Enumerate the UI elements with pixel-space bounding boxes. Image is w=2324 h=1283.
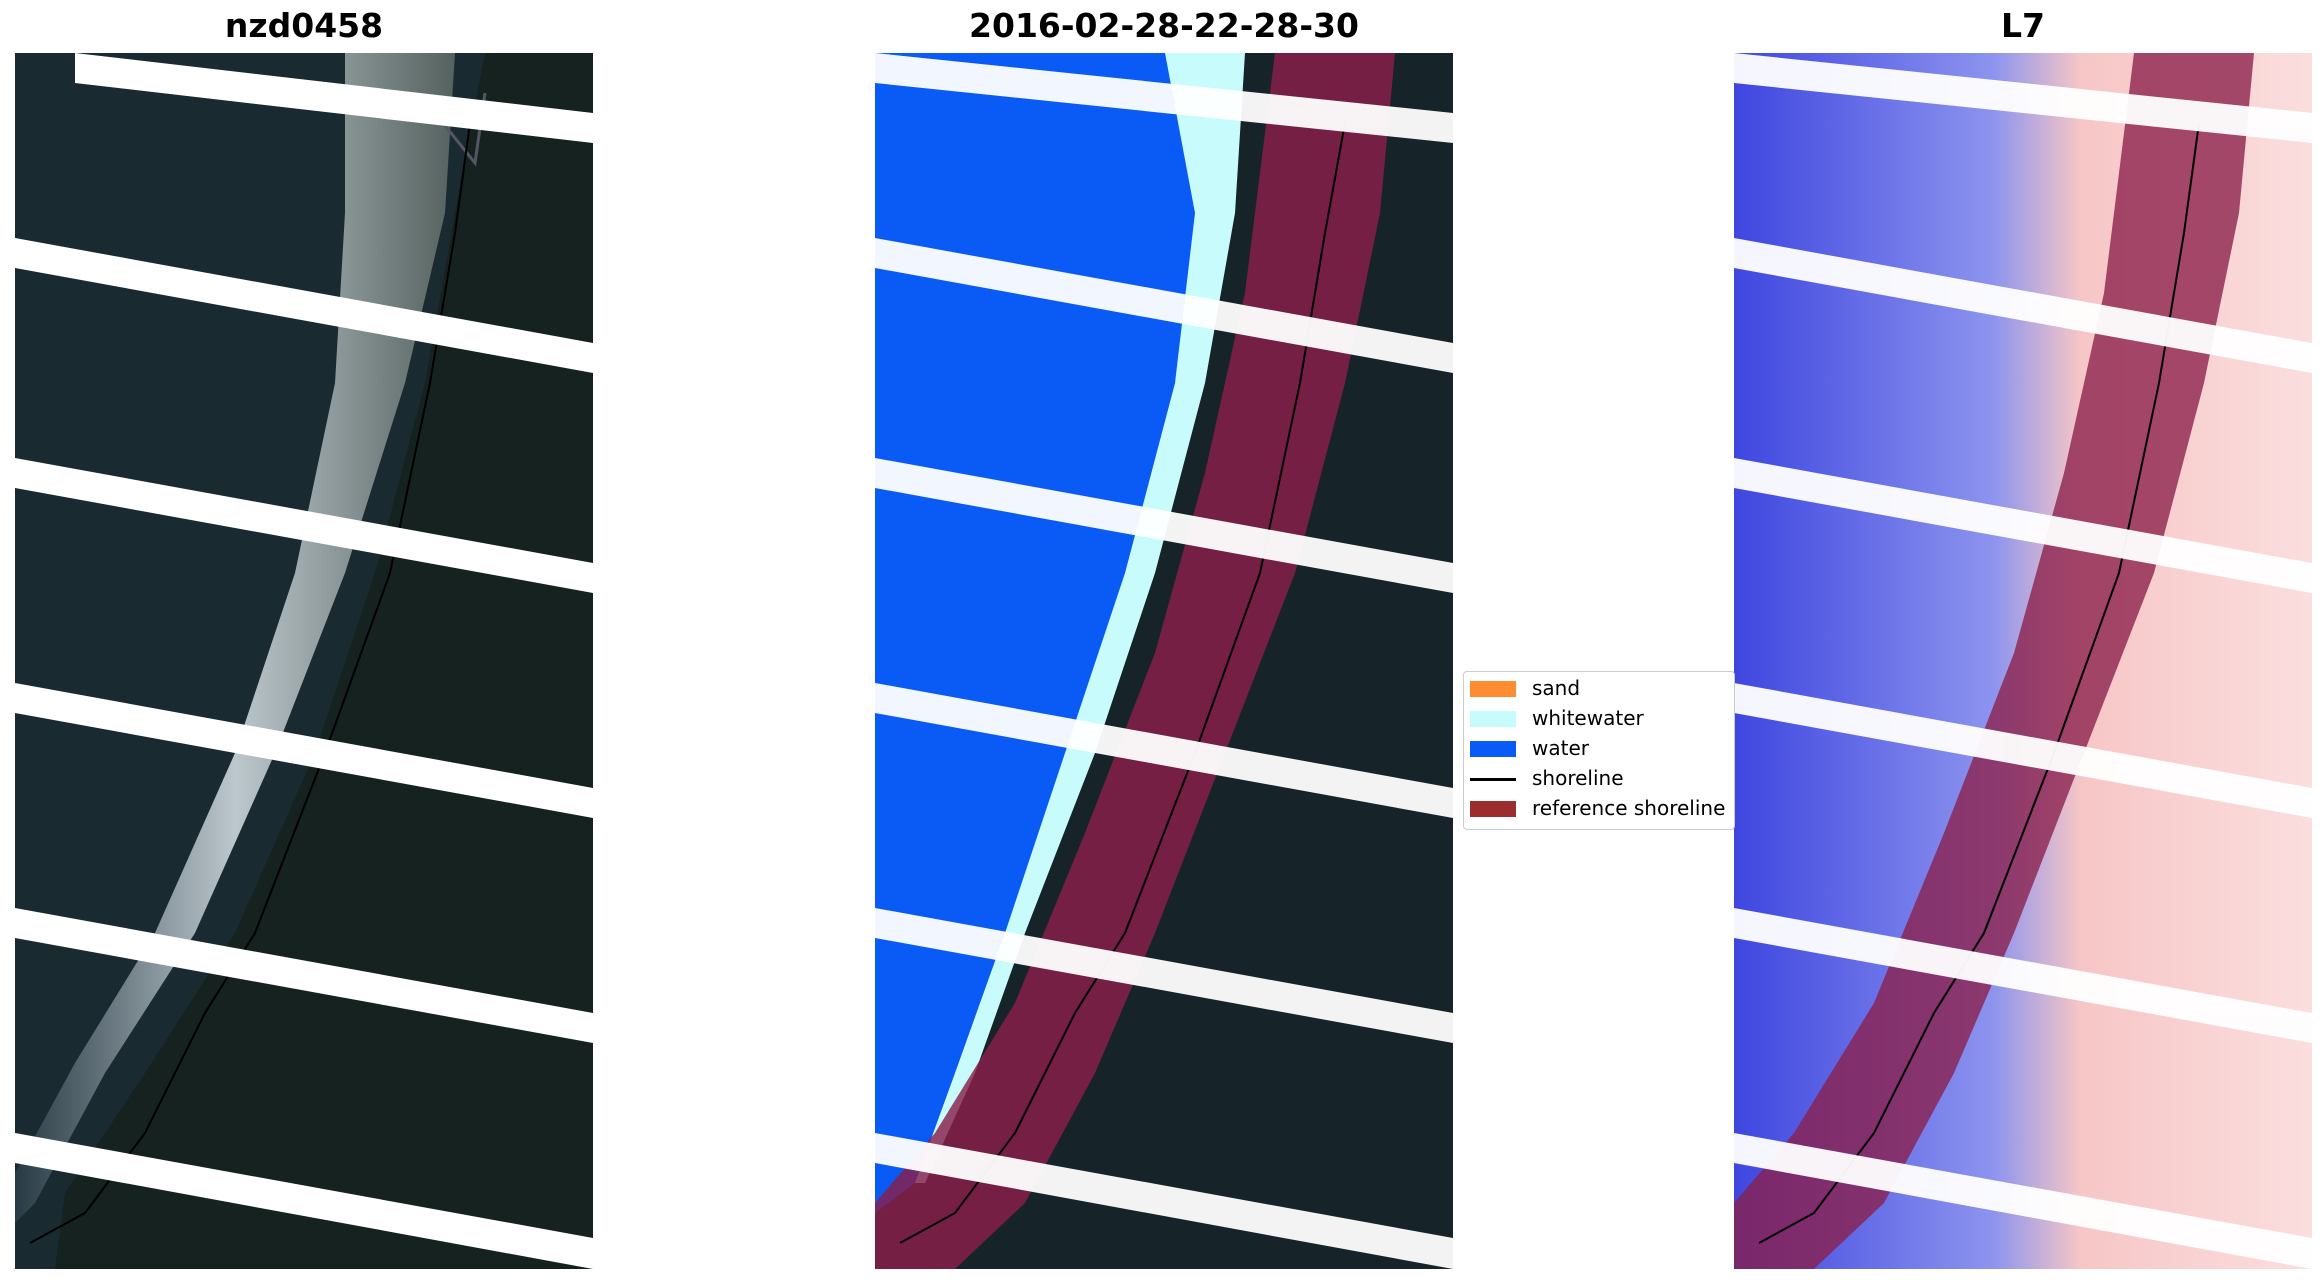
panel-title-index: L7 [2001,6,2045,45]
legend-label-whitewater: whitewater [1532,706,1644,730]
index-image-panel [1734,53,2312,1269]
legend-label-shoreline: shoreline [1532,766,1624,790]
whitewater-swatch [1470,711,1516,727]
legend: sand whitewater water shoreline referenc… [1463,671,1735,830]
legend-item-reference-shoreline: reference shoreline [1464,795,1734,821]
legend-item-whitewater: whitewater [1464,705,1734,731]
legend-item-sand: sand [1464,675,1734,701]
classified-image-panel [875,53,1453,1269]
rgb-image-panel [15,53,593,1269]
reference-shoreline-swatch [1470,801,1516,817]
legend-label-water: water [1532,736,1589,760]
panel-title-classified: 2016-02-28-22-28-30 [969,6,1359,45]
legend-label-reference-shoreline: reference shoreline [1532,796,1726,820]
rgb-satellite-image [15,53,593,1269]
legend-label-sand: sand [1532,676,1581,700]
legend-item-water: water [1464,735,1734,761]
legend-item-shoreline: shoreline [1464,765,1734,791]
panel-title-rgb: nzd0458 [224,6,384,45]
shoreline-line-swatch [1470,778,1516,781]
index-image [1734,53,2312,1269]
water-swatch [1470,741,1516,757]
classified-image [875,53,1453,1269]
sand-swatch [1470,681,1516,697]
